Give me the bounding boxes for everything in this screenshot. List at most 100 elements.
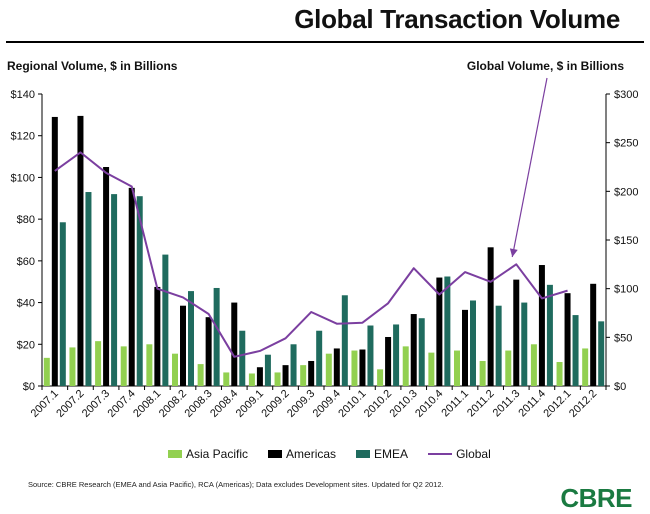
bar-americas — [564, 293, 571, 386]
left-tick-label: $120 — [11, 131, 35, 143]
x-tick-label: 2007.2 — [54, 388, 86, 420]
bar-americas — [51, 116, 58, 386]
bar-asia-pacific — [95, 341, 102, 386]
bar-americas — [77, 115, 84, 387]
x-tick-label: 2009.2 — [259, 388, 291, 420]
left-tick-label: $140 — [11, 89, 35, 101]
left-tick-label: $40 — [17, 298, 35, 310]
bar-emea — [418, 318, 425, 386]
cbre-logo: CBRE — [560, 483, 632, 513]
annotation-arrow-head — [509, 248, 518, 257]
legend-item-global: Global — [428, 447, 491, 461]
line-global — [54, 151, 568, 358]
bar-emea — [546, 284, 553, 386]
x-tick-label: 2007.4 — [106, 388, 138, 420]
bar-americas — [103, 167, 110, 386]
bar-americas — [256, 367, 263, 386]
bar-asia-pacific — [530, 344, 537, 386]
bar-emea — [598, 321, 605, 386]
right-tick-label: $100 — [614, 284, 638, 296]
bar-emea — [85, 192, 92, 386]
x-tick-label: 2009.4 — [311, 388, 343, 420]
bar-asia-pacific — [69, 347, 76, 386]
x-tick-label: 2008.1 — [131, 388, 163, 420]
bar-emea — [162, 254, 169, 386]
x-tick-label: 2011.1 — [439, 388, 471, 420]
bar-asia-pacific — [556, 362, 563, 386]
x-tick-label: 2009.1 — [234, 388, 266, 420]
bar-americas — [180, 305, 186, 386]
x-tick-label: 2010.4 — [413, 388, 445, 420]
x-tick-label: 2008.4 — [208, 388, 240, 420]
bar-asia-pacific — [43, 357, 50, 386]
right-tick-label: $200 — [614, 186, 638, 198]
bar-emea — [136, 196, 143, 386]
bar-americas — [308, 360, 315, 386]
bar-asia-pacific — [300, 365, 307, 386]
bar-emea — [521, 302, 528, 386]
right-tick-label: $150 — [614, 235, 638, 247]
bar-asia-pacific — [454, 350, 460, 386]
left-tick-label: $80 — [17, 214, 35, 226]
right-tick-label: $50 — [614, 332, 632, 344]
bar-asia-pacific — [479, 360, 486, 386]
bar-americas — [205, 317, 212, 386]
x-tick-label: 2010.1 — [336, 388, 368, 420]
legend-label-emea: EMEA — [374, 447, 409, 461]
bar-emea — [59, 222, 66, 386]
bar-americas — [538, 265, 545, 386]
bar-americas — [436, 277, 443, 386]
legend-item-asia-pacific: Asia Pacific — [168, 447, 248, 461]
legend-label-americas: Americas — [286, 447, 337, 461]
bar-asia-pacific — [120, 346, 127, 386]
bar-americas — [462, 309, 468, 386]
right-tick-label: $0 — [614, 381, 626, 393]
x-tick-label: 2010.2 — [362, 388, 394, 420]
legend-label-asia-pacific: Asia Pacific — [186, 447, 249, 461]
x-tick-label: 2012.2 — [567, 388, 599, 420]
bar-emea — [341, 295, 348, 386]
legend-swatch-global — [428, 453, 453, 455]
legend-swatch-emea — [356, 450, 371, 458]
bar-emea — [188, 291, 194, 386]
x-tick-label: 2012.1 — [541, 388, 573, 420]
bar-emea — [213, 287, 220, 386]
bar-asia-pacific — [274, 372, 281, 386]
x-tick-label: 2008.3 — [182, 388, 214, 420]
legend-item-emea: EMEA — [356, 447, 408, 461]
bar-emea — [316, 330, 323, 386]
bar-americas — [410, 314, 417, 386]
source-footnote: Source: CBRE Research (EMEA and Asia Pac… — [28, 480, 444, 489]
bar-americas — [359, 349, 366, 386]
x-tick-label: 2007.3 — [80, 388, 112, 420]
bar-asia-pacific — [325, 353, 332, 386]
bar-asia-pacific — [377, 369, 384, 386]
left-tick-label: $0 — [23, 381, 35, 393]
bar-emea — [470, 300, 476, 386]
legend-item-americas: Americas — [268, 447, 336, 461]
bar-asia-pacific — [146, 344, 153, 386]
legend-swatch-asia-pacific — [168, 450, 182, 458]
left-tick-label: $100 — [11, 172, 35, 184]
right-tick-label: $300 — [614, 89, 638, 101]
x-tick-label: 2010.3 — [388, 388, 420, 420]
bar-asia-pacific — [402, 346, 409, 386]
bar-emea — [111, 194, 118, 386]
left-axis-label: Regional Volume, $ in Billions — [7, 59, 178, 73]
bar-americas — [154, 286, 161, 386]
bar-asia-pacific — [351, 350, 358, 386]
right-tick-label: $250 — [614, 138, 638, 150]
left-tick-label: $60 — [17, 256, 35, 268]
bar-asia-pacific — [172, 353, 178, 386]
bar-americas — [333, 348, 340, 386]
bar-asia-pacific — [505, 350, 512, 386]
bar-asia-pacific — [582, 348, 589, 386]
bar-americas — [128, 187, 135, 386]
chart-legend: Asia Pacific Americas EMEA Global — [168, 447, 511, 461]
left-tick-label: $20 — [17, 339, 35, 351]
page-title: Global Transaction Volume — [294, 4, 620, 34]
bar-emea — [495, 305, 502, 386]
annotation-arrow-line — [511, 77, 548, 258]
bar-emea — [572, 315, 579, 386]
